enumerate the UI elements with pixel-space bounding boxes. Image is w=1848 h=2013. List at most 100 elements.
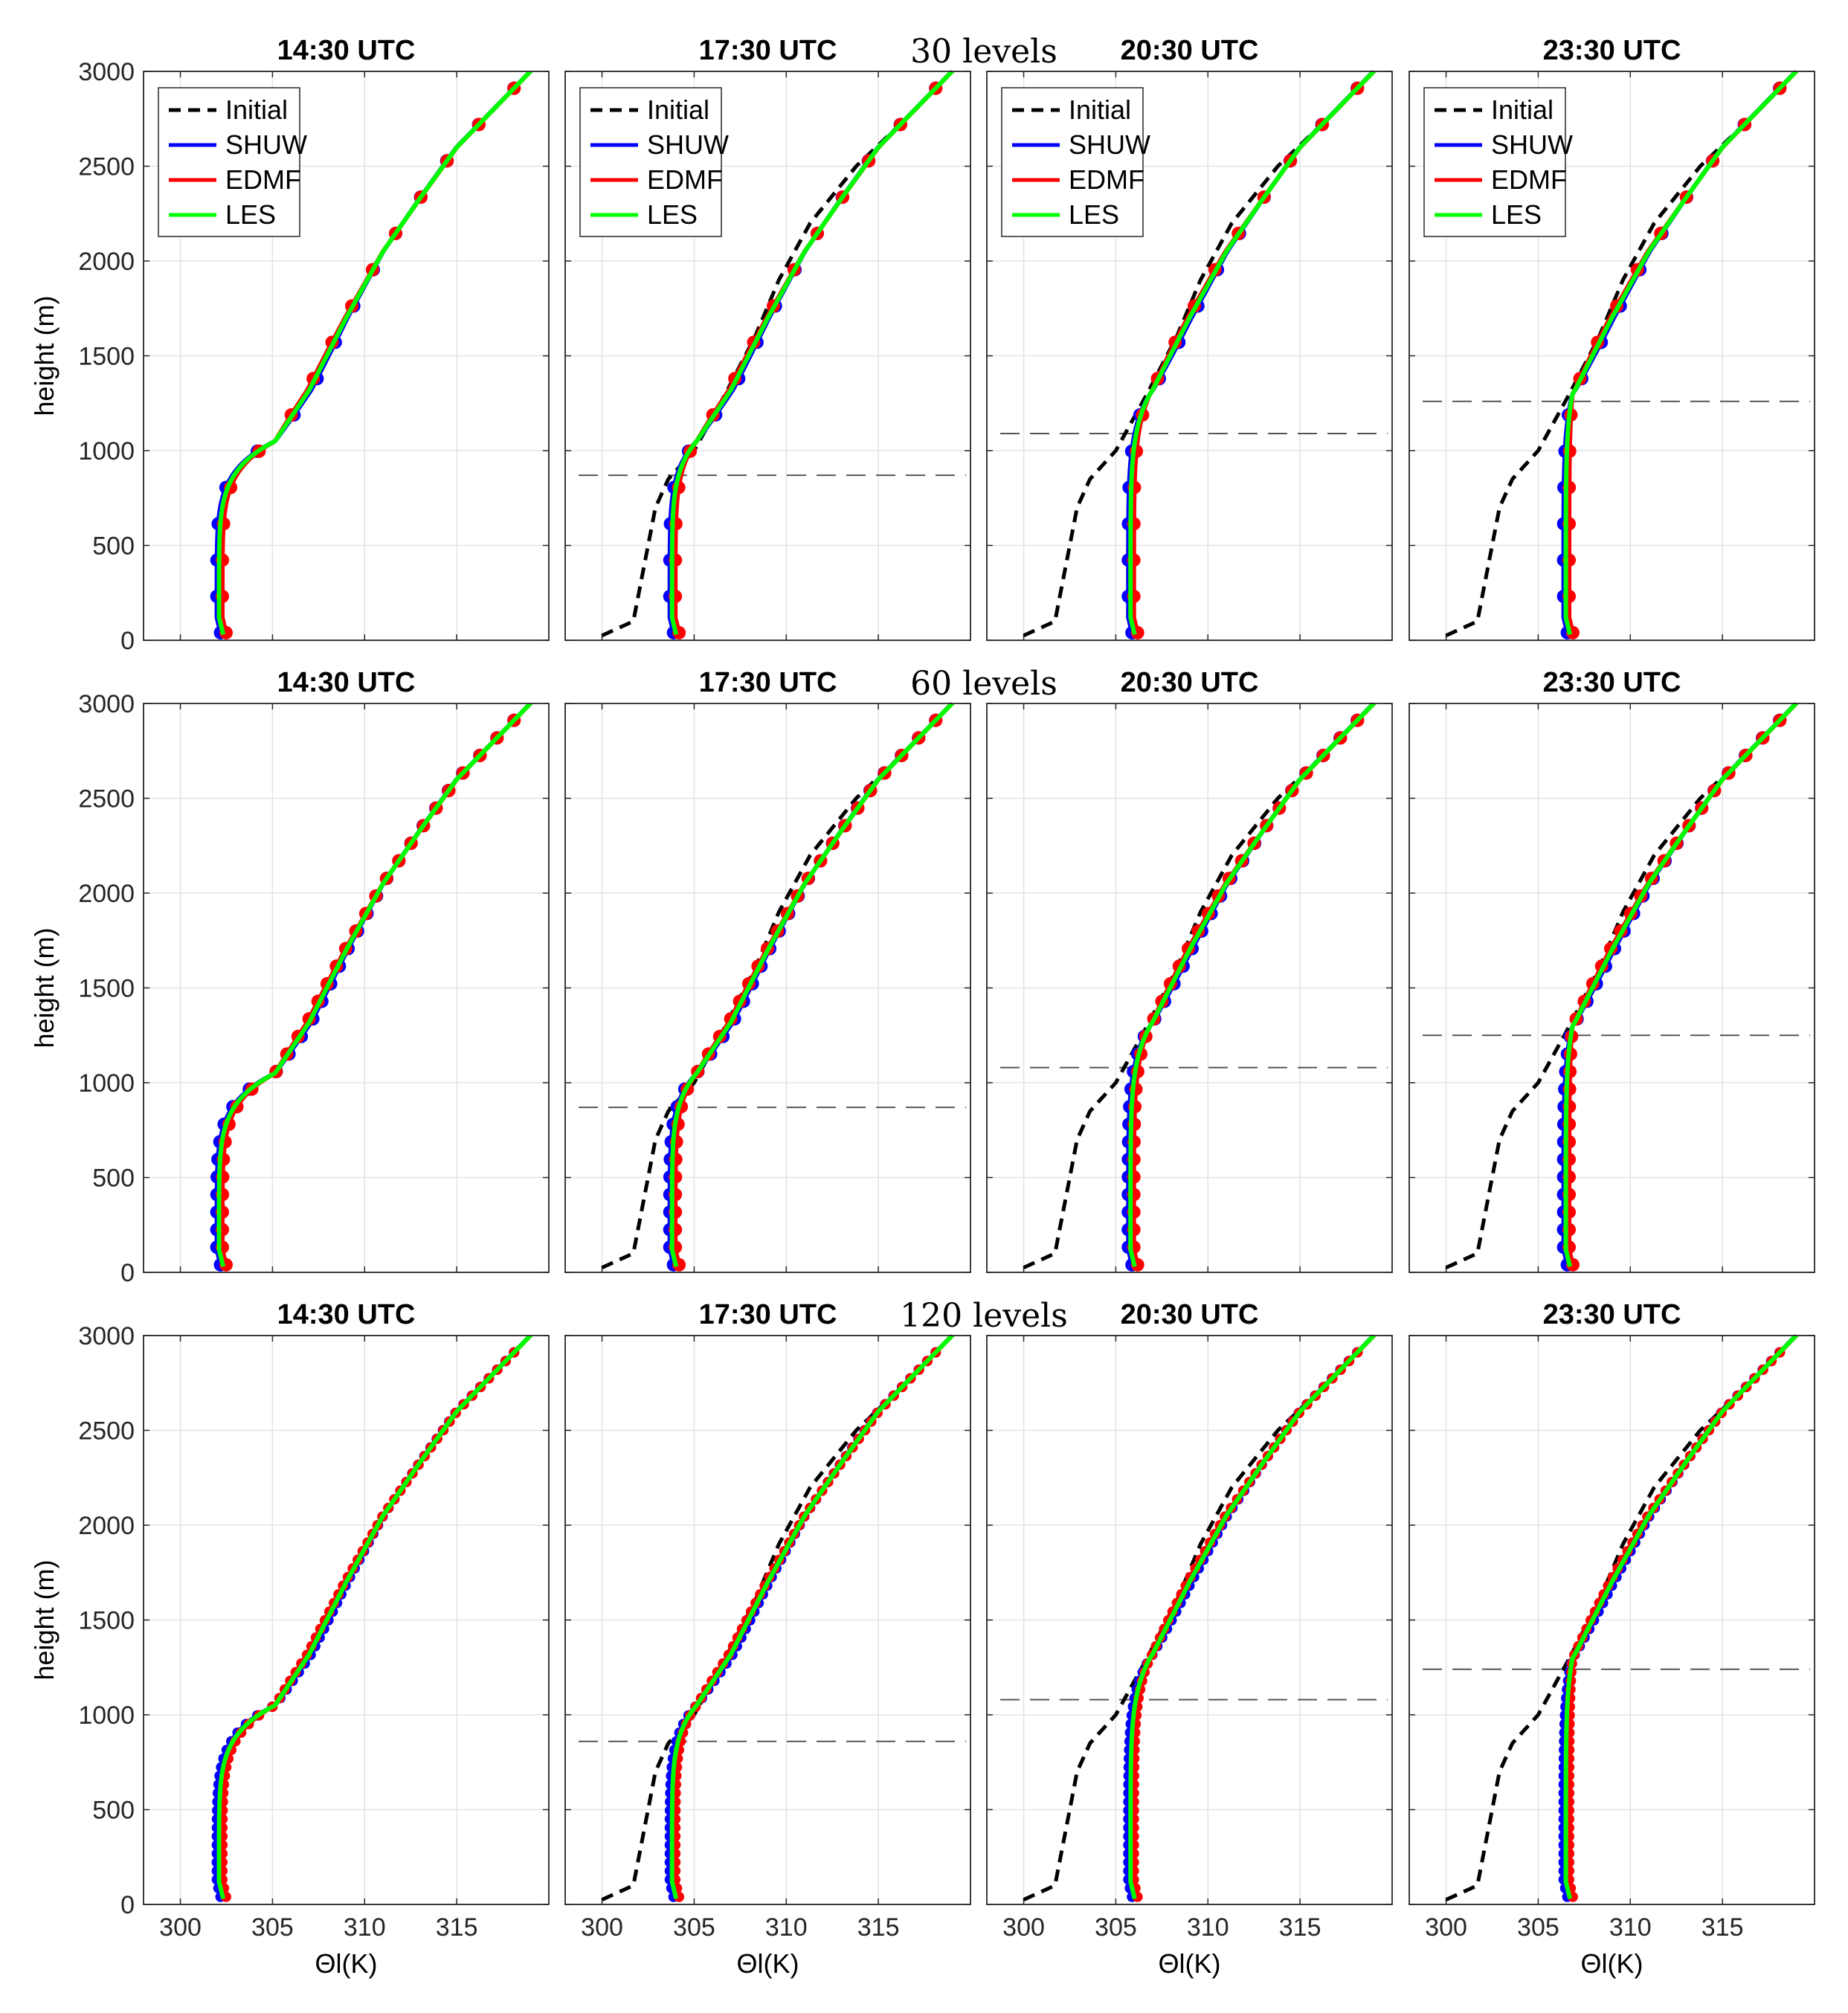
series-les-line — [1128, 71, 1377, 636]
x-tick-label: 305 — [251, 1913, 294, 1942]
panel-r1-c1: 17:30 UTC — [564, 667, 971, 1273]
panel-r0-c2: 20:30 UTC Initial SHUW EDMF LES — [986, 35, 1393, 641]
y-tick-label: 3000 — [78, 690, 135, 718]
x-axis-label: Θl(K) — [737, 1948, 799, 1979]
x-axis-label: Θl(K) — [1159, 1948, 1221, 1979]
y-tick-label: 1500 — [78, 343, 135, 371]
series-group — [1558, 1336, 1799, 1902]
panel-title: 23:30 UTC — [1543, 667, 1681, 698]
legend: Initial SHUW EDMF LES — [1423, 87, 1573, 237]
panel-title: 23:30 UTC — [1543, 35, 1681, 66]
y-tick-label: 2500 — [78, 153, 135, 181]
series-group — [211, 1336, 533, 1902]
y-tick-label: 500 — [92, 532, 135, 561]
series-les-line — [1563, 71, 1799, 636]
series-les-line — [216, 71, 533, 636]
axes-frame — [143, 703, 550, 1273]
panel-title: 14:30 UTC — [277, 1299, 416, 1330]
legend-label-shuw: SHUW — [647, 129, 729, 160]
y-tick-label: 0 — [120, 1891, 135, 1919]
legend-label-edmf: EDMF — [1069, 164, 1144, 195]
y-tick-label: 0 — [120, 627, 135, 655]
series-les-line — [669, 71, 955, 636]
y-tick-label: 2500 — [78, 1417, 135, 1446]
y-axis-label: height (m) — [29, 1559, 59, 1680]
axes-frame — [1408, 703, 1815, 1273]
series-les-line — [1128, 1336, 1377, 1900]
x-tick-label: 315 — [436, 1913, 478, 1942]
series-group — [1556, 703, 1799, 1272]
series-group — [663, 71, 955, 640]
x-axis-label: Θl(K) — [315, 1948, 378, 1979]
legend: Initial SHUW EDMF LES — [579, 87, 729, 237]
x-tick-label: 315 — [857, 1913, 900, 1942]
x-tick-label: 315 — [1701, 1913, 1744, 1942]
series-les-line — [216, 1336, 533, 1900]
panel-r1-c3: 23:30 UTC — [1408, 667, 1815, 1273]
panel-r1-c0: 0 500 1000 1500 2000 2500 3000 14:30 UTC — [78, 667, 550, 1287]
x-tick-label: 310 — [344, 1913, 386, 1942]
panel-title: 23:30 UTC — [1543, 1299, 1681, 1330]
legend-label-les: LES — [647, 199, 698, 230]
axes-frame — [1408, 1335, 1815, 1905]
axes-frame — [1408, 71, 1815, 641]
y-tick-label: 1500 — [78, 1607, 135, 1635]
y-tick-label: 500 — [92, 1165, 135, 1193]
x-tick-label: 310 — [1187, 1913, 1229, 1942]
row-label: 120 levels — [900, 1297, 1068, 1335]
legend-box — [579, 87, 722, 237]
panel-r0-c0: 0 500 1000 1500 2000 2500 3000 14:30 UTC Initial… — [78, 35, 550, 655]
panel-r0-c1: 17:30 UTC Initial SHUW EDMF LES — [564, 35, 971, 641]
series-group — [1121, 71, 1377, 640]
axes-frame — [564, 703, 971, 1273]
series-group — [1123, 1336, 1377, 1902]
legend-box — [1001, 87, 1144, 237]
axes-frame — [986, 71, 1393, 641]
legend-label-shuw: SHUW — [1491, 129, 1573, 160]
series-group — [664, 1336, 955, 1902]
x-tick-label: 300 — [159, 1913, 202, 1942]
series-les-line — [216, 703, 533, 1268]
y-tick-label: 1500 — [78, 975, 135, 1003]
y-tick-label: 2000 — [78, 1512, 135, 1540]
x-tick-label: 300 — [1425, 1913, 1467, 1942]
x-tick-label: 310 — [765, 1913, 808, 1942]
axes-frame — [986, 703, 1393, 1273]
x-tick-label: 300 — [1002, 1913, 1045, 1942]
legend-box — [158, 87, 300, 237]
panel-title: 17:30 UTC — [699, 667, 837, 698]
x-tick-label: 315 — [1279, 1913, 1321, 1942]
y-tick-label: 2000 — [78, 880, 135, 908]
legend-label-edmf: EDMF — [1491, 164, 1567, 195]
panel-title: 20:30 UTC — [1121, 35, 1259, 66]
panel-r2-c2: 300 305 310 315 20:30 UTC Θl(K) — [986, 1299, 1393, 1979]
series-group — [663, 703, 955, 1272]
series-les-line — [669, 703, 955, 1268]
legend: Initial SHUW EDMF LES — [1001, 87, 1150, 237]
axes-frame — [564, 71, 971, 641]
y-tick-label: 3000 — [78, 58, 135, 86]
legend-label-shuw: SHUW — [225, 129, 307, 160]
panel-r2-c3: 300 305 310 315 23:30 UTC Θl(K) — [1408, 1299, 1815, 1979]
panel-title: 14:30 UTC — [277, 667, 416, 698]
panel-r2-c1: 300 305 310 315 17:30 UTC Θl(K) — [564, 1299, 971, 1979]
y-tick-label: 3000 — [78, 1322, 135, 1350]
axes-frame — [986, 1335, 1393, 1905]
panel-r2-c0: 300 305 310 315 0 500 1000 1500 2000 2500 3000 14:3… — [78, 1299, 550, 1979]
axes-frame — [564, 1335, 971, 1905]
x-tick-label: 305 — [1095, 1913, 1137, 1942]
legend-label-les: LES — [1069, 199, 1119, 230]
legend: Initial SHUW EDMF LES — [158, 87, 307, 237]
x-axis-label: Θl(K) — [1581, 1948, 1643, 1979]
legend-label-initial: Initial — [1069, 94, 1131, 125]
panel-title: 17:30 UTC — [699, 35, 837, 66]
panel-title: 20:30 UTC — [1121, 1299, 1259, 1330]
series-les-line — [1128, 703, 1377, 1268]
legend-label-edmf: EDMF — [225, 164, 301, 195]
legend-label-les: LES — [225, 199, 276, 230]
axes-frame — [143, 1335, 550, 1905]
legend-box — [1423, 87, 1566, 237]
y-tick-label: 2500 — [78, 785, 135, 814]
y-tick-label: 1000 — [78, 437, 135, 466]
